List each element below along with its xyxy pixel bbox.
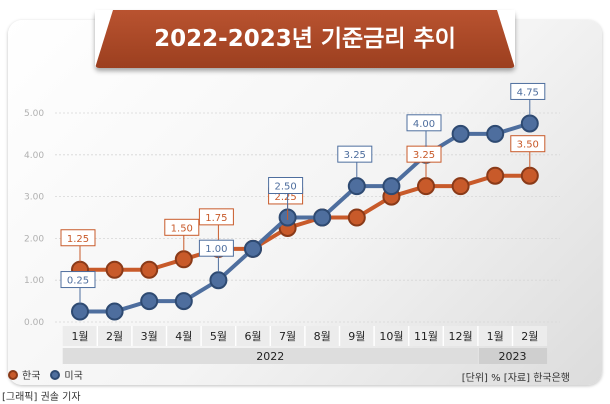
year-label: 2022 — [256, 350, 284, 363]
korea-data-point — [486, 166, 505, 185]
usa-data-point — [71, 302, 89, 321]
year-band — [478, 348, 548, 364]
korea-data-point — [451, 177, 470, 196]
legend-label-korea: 한국 — [22, 371, 41, 382]
unit-source-note: [단위] % [자료] 한국은행 — [461, 373, 570, 384]
usa-data-point — [174, 292, 193, 311]
y-tick-label: 5.00 — [24, 109, 44, 119]
title-ribbon — [95, 10, 515, 68]
y-tick-label: 1.00 — [24, 276, 44, 286]
usa-data-point — [486, 124, 505, 143]
korea-data-point — [347, 208, 366, 227]
x-tick-label: 4월 — [175, 330, 192, 343]
usa-data-point — [451, 124, 470, 143]
korea-data-point — [520, 166, 539, 185]
korea-data-label: 3.50 — [517, 140, 539, 151]
usa-data-point — [520, 114, 539, 133]
usa-data-label: 2.50 — [274, 182, 296, 193]
x-tick-label: 10월 — [379, 330, 403, 343]
chart-card — [8, 20, 602, 385]
usa-data-label: 3.25 — [344, 150, 366, 161]
usa-data-point — [382, 177, 401, 196]
usa-data-label: 1.00 — [205, 244, 227, 255]
usa-data-point — [244, 239, 262, 258]
y-tick-label: 0.00 — [24, 318, 44, 328]
graphic-credit: [그래픽] 권솔 기자 — [2, 392, 81, 403]
data-label-box — [510, 82, 546, 100]
data-label-box — [337, 145, 373, 163]
y-tick-label: 4.00 — [24, 151, 44, 161]
usa-rate-line — [80, 121, 531, 314]
korea-data-point — [105, 260, 124, 279]
usa-data-point — [140, 292, 159, 311]
x-tick-label: 8월 — [314, 330, 331, 343]
legend-item-usa: 미국 — [50, 367, 83, 382]
legend-marker-korea — [8, 369, 18, 380]
legend-marker-usa — [50, 369, 61, 380]
korea-data-label: 1.75 — [205, 213, 227, 224]
data-label-box — [198, 208, 234, 226]
data-label-box — [198, 239, 234, 257]
data-label-box — [406, 145, 442, 163]
korea-data-point — [174, 250, 193, 269]
x-tick-label: 6월 — [244, 330, 261, 343]
x-tick-label: 1월 — [487, 330, 504, 343]
legend: 한국 미국 — [8, 367, 93, 382]
legend-label-usa: 미국 — [64, 371, 83, 382]
usa-data-point — [209, 271, 228, 290]
korea-data-point — [417, 177, 435, 196]
usa-data-point — [313, 208, 332, 227]
x-tick-label: 1월 — [71, 330, 88, 343]
x-tick-label: 11월 — [414, 330, 438, 343]
year-label: 2023 — [499, 350, 527, 363]
usa-data-point — [105, 302, 124, 321]
usa-data-point — [347, 177, 366, 196]
korea-data-label: 1.25 — [67, 234, 89, 245]
chart-title: 2022-2023년 기준금리 추이 — [154, 26, 456, 52]
korea-data-label: 2.25 — [274, 192, 296, 203]
x-tick-label: 5월 — [210, 330, 227, 343]
legend-item-korea: 한국 — [8, 367, 40, 382]
data-label-box — [60, 271, 96, 289]
data-label-box — [406, 114, 442, 132]
x-tick-label: 7월 — [279, 330, 296, 343]
usa-data-label: 4.00 — [413, 119, 435, 130]
data-label-box — [60, 229, 96, 247]
usa-data-label: 4.75 — [517, 87, 539, 98]
usa-data-label: 0.25 — [67, 276, 89, 287]
x-tick-label: 12월 — [449, 330, 473, 343]
korea-data-label: 3.25 — [413, 150, 435, 161]
x-tick-label: 3월 — [141, 330, 158, 343]
data-label-box — [268, 177, 304, 194]
y-tick-label: 2.00 — [24, 234, 44, 244]
x-tick-label: 9월 — [348, 330, 365, 343]
data-label-box — [164, 218, 200, 236]
korea-data-label: 1.50 — [171, 223, 193, 234]
data-label-box — [510, 135, 546, 153]
y-tick-label: 3.00 — [24, 193, 44, 203]
year-band — [62, 348, 478, 364]
x-tick-label: 2월 — [521, 330, 538, 343]
x-tick-label: 2월 — [106, 330, 123, 343]
korea-data-point — [140, 260, 159, 279]
